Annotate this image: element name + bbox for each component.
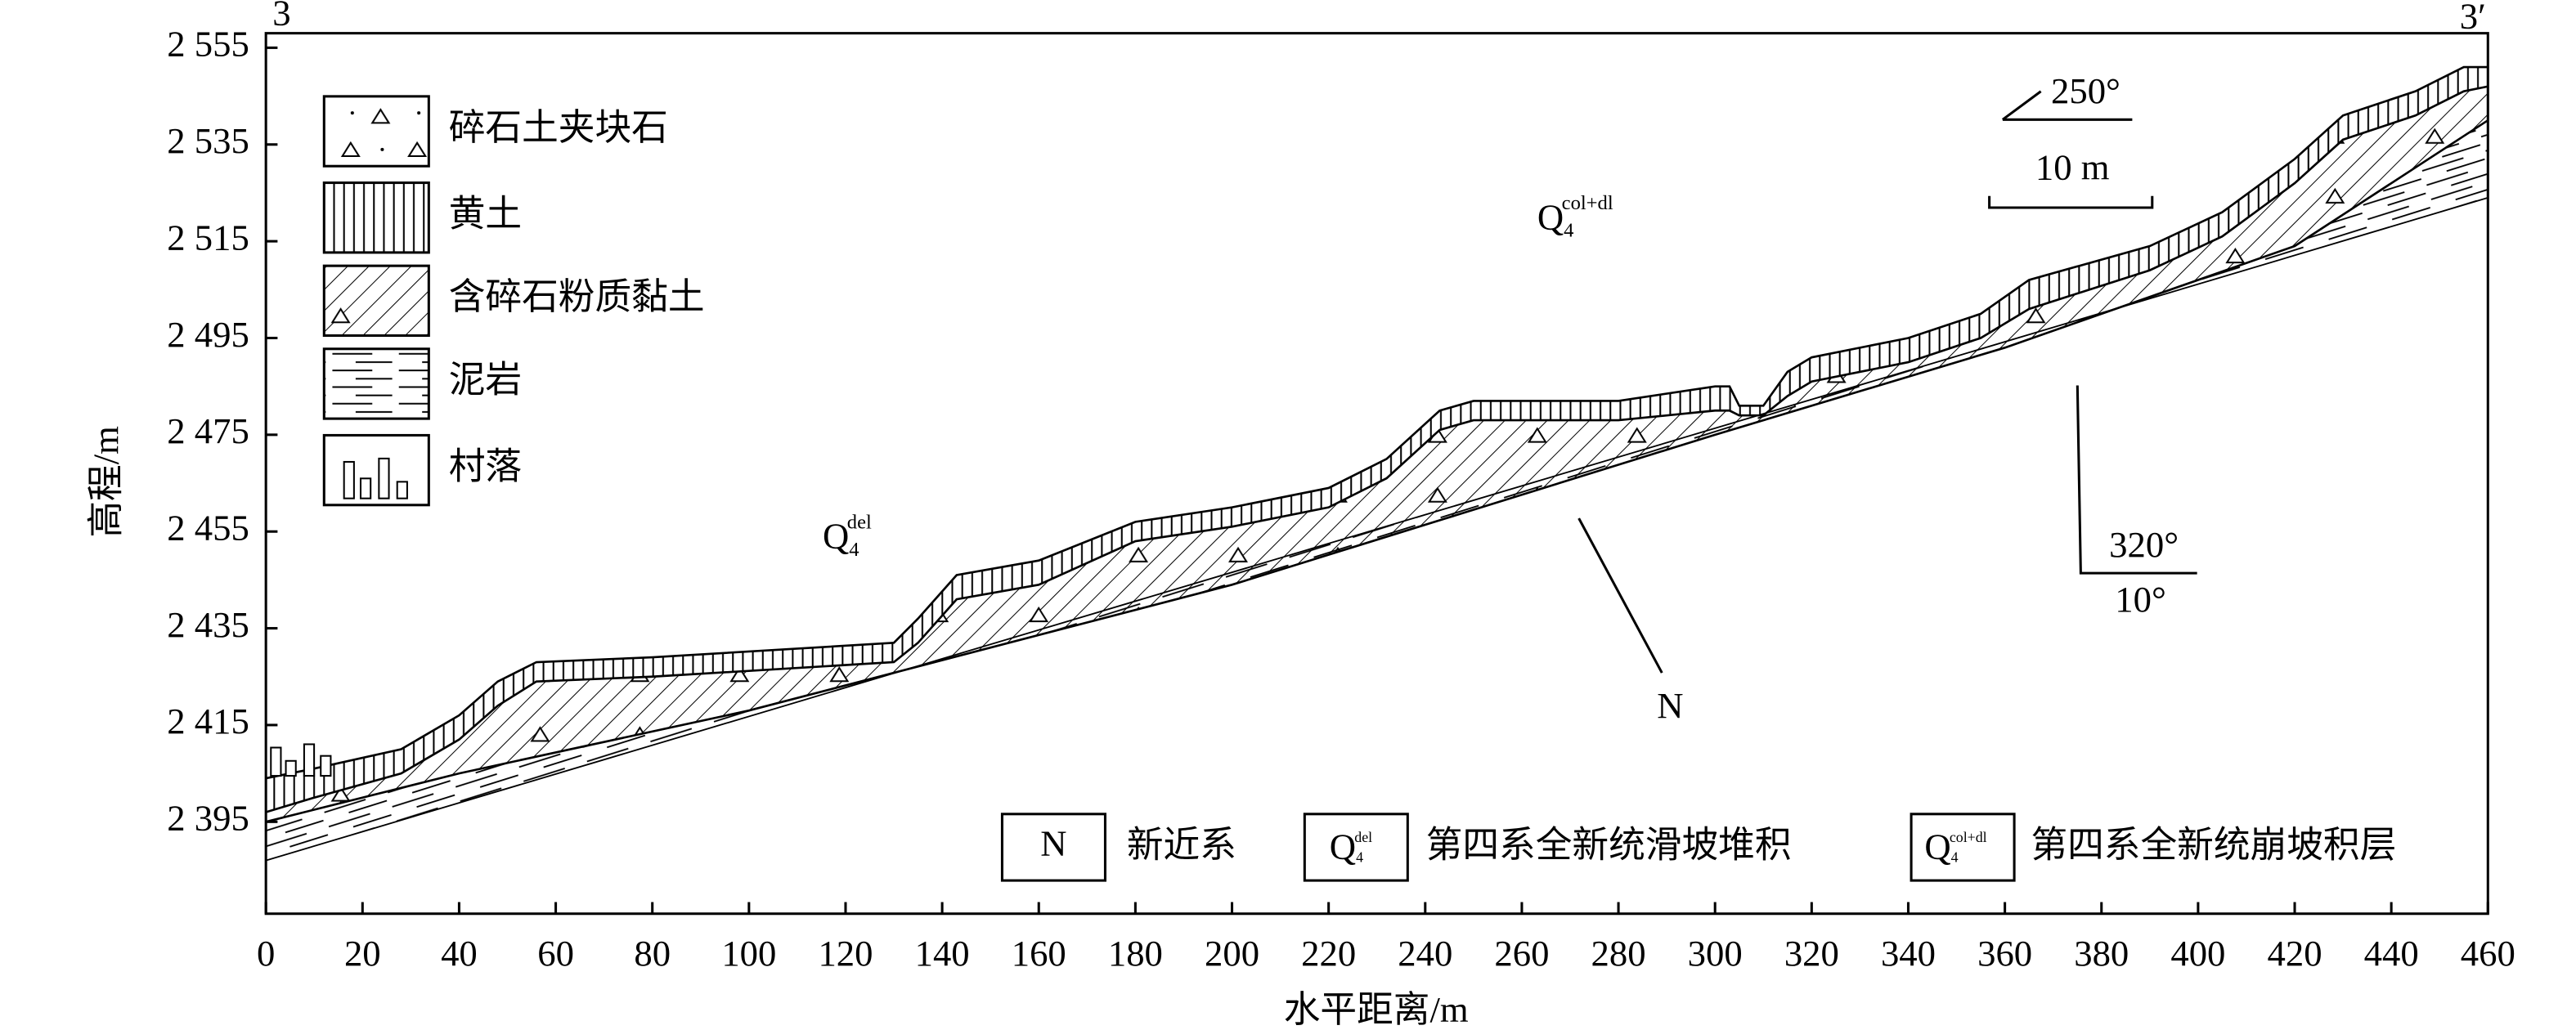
y-tick-label: 2 395	[167, 798, 249, 839]
y-tick-label: 2 495	[167, 314, 249, 355]
legend-swatch	[324, 266, 429, 336]
layer-boundary	[265, 65, 2488, 780]
dip-direction: 320°	[2109, 524, 2179, 565]
y-tick-label: 2 535	[167, 120, 249, 161]
dip-symbol	[2076, 385, 2197, 575]
legend-label: 泥岩	[449, 360, 522, 401]
unit-box	[1303, 813, 1409, 882]
q-sup: del	[847, 511, 872, 533]
x-tick-label: 360	[1977, 933, 2032, 974]
unit-legend	[1000, 813, 2016, 882]
bedrock-label: N	[1657, 685, 1683, 726]
y-tick-label: 2 475	[167, 410, 249, 451]
strike-label: 250°	[2051, 70, 2120, 111]
y-tick-label: 2 555	[167, 24, 249, 65]
unit-symbol: Q4 col+dl	[1924, 826, 1986, 867]
x-tick-label: 280	[1591, 933, 1646, 974]
plot-frame	[264, 32, 2489, 916]
leader-line	[1577, 517, 1663, 674]
y-tick-label: 2 455	[167, 507, 249, 548]
x-tick-label: 200	[1205, 933, 1259, 974]
x-tick-label: 140	[915, 933, 970, 974]
layer-boundary	[265, 196, 2488, 862]
q-base: Q	[1924, 826, 1950, 867]
scale-bar	[1988, 195, 2154, 209]
legend-label: 黄土	[449, 193, 522, 234]
section-start: 3	[272, 0, 290, 34]
strike-symbol	[2001, 90, 2133, 121]
colluvium-label: Q4 col+dl	[1537, 192, 1613, 242]
unit-symbol: Q4 del	[1330, 826, 1372, 867]
layer-boundary	[265, 119, 2489, 823]
x-tick-label: 400	[2170, 933, 2225, 974]
q-sup: col+dl	[1562, 192, 1613, 214]
q-sub: 4	[849, 539, 859, 561]
legend-swatch	[322, 347, 430, 420]
legend-swatch	[322, 181, 430, 254]
unit-label: 第四系全新统崩坡积层	[2031, 825, 2396, 866]
x-tick-label: 160	[1012, 933, 1066, 974]
x-tick-label: 440	[2364, 933, 2419, 974]
x-tick-label: 100	[721, 933, 776, 974]
x-tick-label: 220	[1301, 933, 1356, 974]
x-tick-label: 0	[257, 933, 275, 974]
dip-angle: 10°	[2115, 579, 2166, 620]
landslide-label: Q4 del	[823, 511, 872, 561]
legend-label: 村落	[449, 446, 522, 486]
unit-symbol: N	[1040, 823, 1066, 864]
q-sup: del	[1354, 829, 1372, 845]
unit-box	[1910, 813, 2016, 882]
y-tick-label: 2 415	[167, 701, 249, 741]
unit-box	[1000, 813, 1106, 882]
mudstone-layer	[266, 120, 2488, 861]
x-tick-label: 40	[441, 933, 478, 974]
x-axis-title: 水平距离/m	[1284, 989, 1469, 1030]
unit-label: 新近系	[1127, 825, 1236, 866]
layer-boundary	[265, 85, 2488, 813]
q-sub: 4	[1564, 219, 1573, 241]
y-axis-title: 高程/m	[85, 426, 126, 538]
legend-label: 含碎石粉质黏土	[449, 276, 705, 317]
x-tick-label: 420	[2268, 933, 2322, 974]
legend-label: 碎石土夹块石	[449, 107, 668, 148]
x-tick-label: 460	[2461, 933, 2515, 974]
x-tick-label: 240	[1398, 933, 1452, 974]
q-sup: col+dl	[1950, 829, 1987, 845]
y-tick-label: 2 435	[167, 604, 249, 645]
legend-swatch	[322, 433, 430, 507]
legend-swatch	[322, 95, 430, 168]
q-base: Q	[1537, 197, 1564, 238]
section-end: 3′	[2460, 0, 2486, 37]
q-sub: 4	[1356, 849, 1363, 865]
x-tick-label: 180	[1108, 933, 1163, 974]
y-tick-label: 2 515	[167, 217, 249, 258]
scale-label: 10 m	[2035, 147, 2110, 188]
village	[270, 743, 332, 777]
x-tick-label: 320	[1784, 933, 1839, 974]
x-tick-label: 380	[2074, 933, 2129, 974]
legend	[322, 95, 430, 507]
q-sub: 4	[1951, 849, 1959, 865]
x-tick-label: 340	[1881, 933, 1936, 974]
q-base: Q	[823, 516, 849, 557]
q-base: Q	[1330, 826, 1356, 867]
x-tick-label: 20	[344, 933, 381, 974]
x-tick-label: 260	[1494, 933, 1549, 974]
section	[265, 65, 2489, 862]
x-tick-label: 80	[634, 933, 671, 974]
x-tick-label: 60	[537, 933, 574, 974]
unit-label: 第四系全新统滑坡堆积	[1426, 825, 1792, 866]
clay-gravel	[266, 86, 2488, 822]
x-tick-label: 120	[818, 933, 873, 974]
x-tick-label: 300	[1688, 933, 1743, 974]
